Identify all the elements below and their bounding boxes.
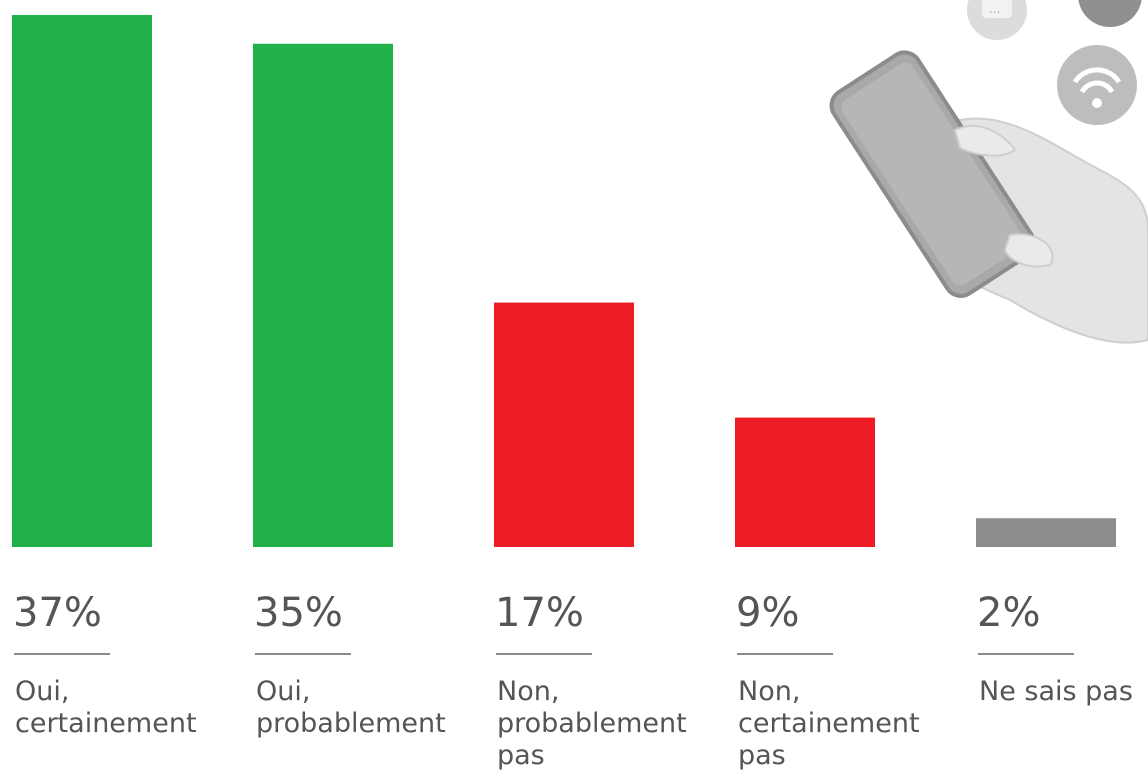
bar-1 (253, 43, 393, 548)
value-label-2: 17% (495, 590, 584, 636)
category-label-1: Oui, probablement (256, 676, 446, 739)
category-label-line: Oui, (15, 676, 69, 707)
category-label-line: certainement (738, 708, 920, 739)
category-label-2: Non, probablement pas (497, 676, 687, 771)
category-label-line: Oui, (256, 676, 310, 707)
svg-text:...: ... (989, 2, 1000, 16)
category-label-line: pas (738, 740, 786, 771)
bar-0 (12, 15, 152, 547)
bar-4 (976, 518, 1116, 547)
category-label-line: probablement (497, 708, 687, 739)
category-label-line: probablement (256, 708, 446, 739)
value-label-0: 37% (13, 590, 102, 636)
value-label-3: 9% (736, 590, 799, 636)
category-label-0: Oui, certainement (15, 676, 197, 739)
category-label-line: pas (497, 740, 545, 771)
value-label-1: 35% (254, 590, 343, 636)
category-label-line: Non, (738, 676, 800, 707)
category-label-line: certainement (15, 708, 197, 739)
bar-3 (735, 417, 875, 547)
category-label-line: Non, (497, 676, 559, 707)
hand-holding-phone-icon: ... (829, 0, 1148, 344)
category-label-line: Ne sais pas (979, 676, 1133, 707)
category-label-4: Ne sais pas (979, 676, 1133, 707)
value-label-4: 2% (977, 590, 1040, 636)
bar-2 (494, 302, 634, 547)
category-label-3: Non, certainement pas (738, 676, 920, 771)
